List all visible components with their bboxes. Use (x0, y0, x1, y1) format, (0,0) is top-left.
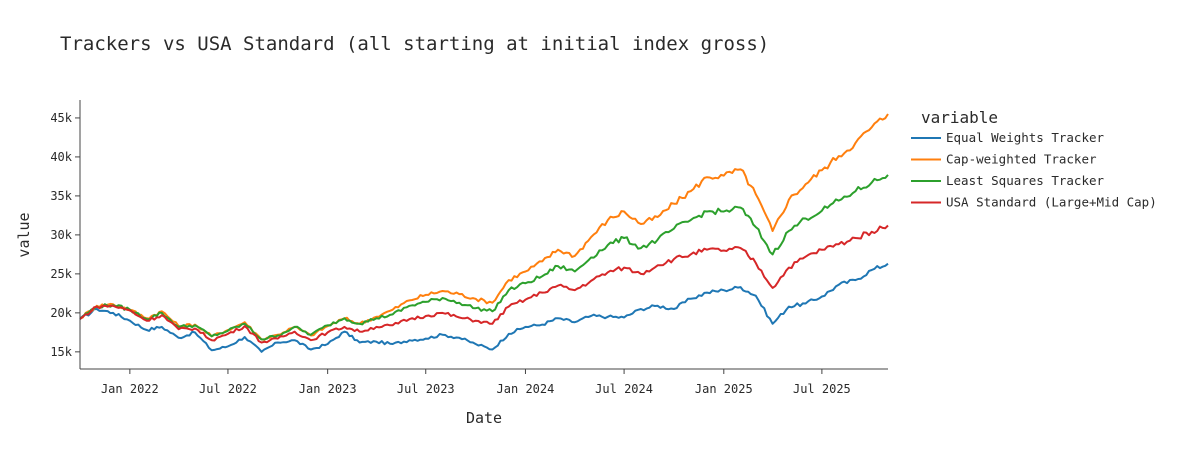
legend-label: USA Standard (Large+Mid Cap) (946, 195, 1157, 210)
y-tick-label: 30k (50, 228, 72, 242)
y-tick-label: 25k (50, 267, 72, 281)
chart-title: Trackers vs USA Standard (all starting a… (60, 33, 769, 55)
legend-title: variable (921, 108, 998, 127)
legend-item-3[interactable]: USA Standard (Large+Mid Cap) (911, 195, 1157, 210)
x-tick-label: Jan 2023 (299, 382, 357, 396)
x-tick-label: Jan 2025 (695, 382, 753, 396)
legend-item-2[interactable]: Least Squares Tracker (911, 173, 1105, 188)
legend-label: Equal Weights Tracker (946, 130, 1105, 145)
plot-area (79, 113, 889, 353)
x-axis-title: Date (466, 409, 502, 427)
y-tick-label: 40k (50, 150, 72, 164)
x-tick-label: Jul 2025 (793, 382, 851, 396)
series-line-1[interactable] (79, 113, 889, 341)
x-tick-label: Jul 2024 (595, 382, 653, 396)
legend[interactable]: variable Equal Weights Tracker Cap-weight… (911, 108, 1157, 210)
legend-label: Cap-weighted Tracker (946, 152, 1097, 167)
y-axis: 15k 20k 25k 30k 35k 40k 45k (50, 100, 81, 369)
y-tick-label: 45k (50, 111, 72, 125)
y-tick-label: 20k (50, 306, 72, 320)
series-line-0[interactable] (79, 262, 889, 353)
legend-item-1[interactable]: Cap-weighted Tracker (911, 152, 1097, 167)
x-axis: Jan 2022 Jul 2022 Jan 2023 Jul 2023 Jan 2024… (80, 368, 888, 396)
y-tick-label: 15k (50, 345, 72, 359)
x-tick-label: Jul 2023 (397, 382, 455, 396)
x-tick-label: Jan 2024 (497, 382, 555, 396)
x-tick-label: Jan 2022 (101, 382, 159, 396)
y-tick-label: 35k (50, 189, 72, 203)
x-tick-label: Jul 2022 (199, 382, 257, 396)
legend-items[interactable]: Equal Weights Tracker Cap-weighted Tracke… (911, 130, 1157, 210)
legend-item-0[interactable]: Equal Weights Tracker (911, 130, 1105, 145)
series-line-2[interactable] (79, 174, 889, 341)
series-line-3[interactable] (79, 224, 889, 344)
legend-label: Least Squares Tracker (946, 173, 1105, 188)
y-axis-title: value (15, 212, 33, 257)
